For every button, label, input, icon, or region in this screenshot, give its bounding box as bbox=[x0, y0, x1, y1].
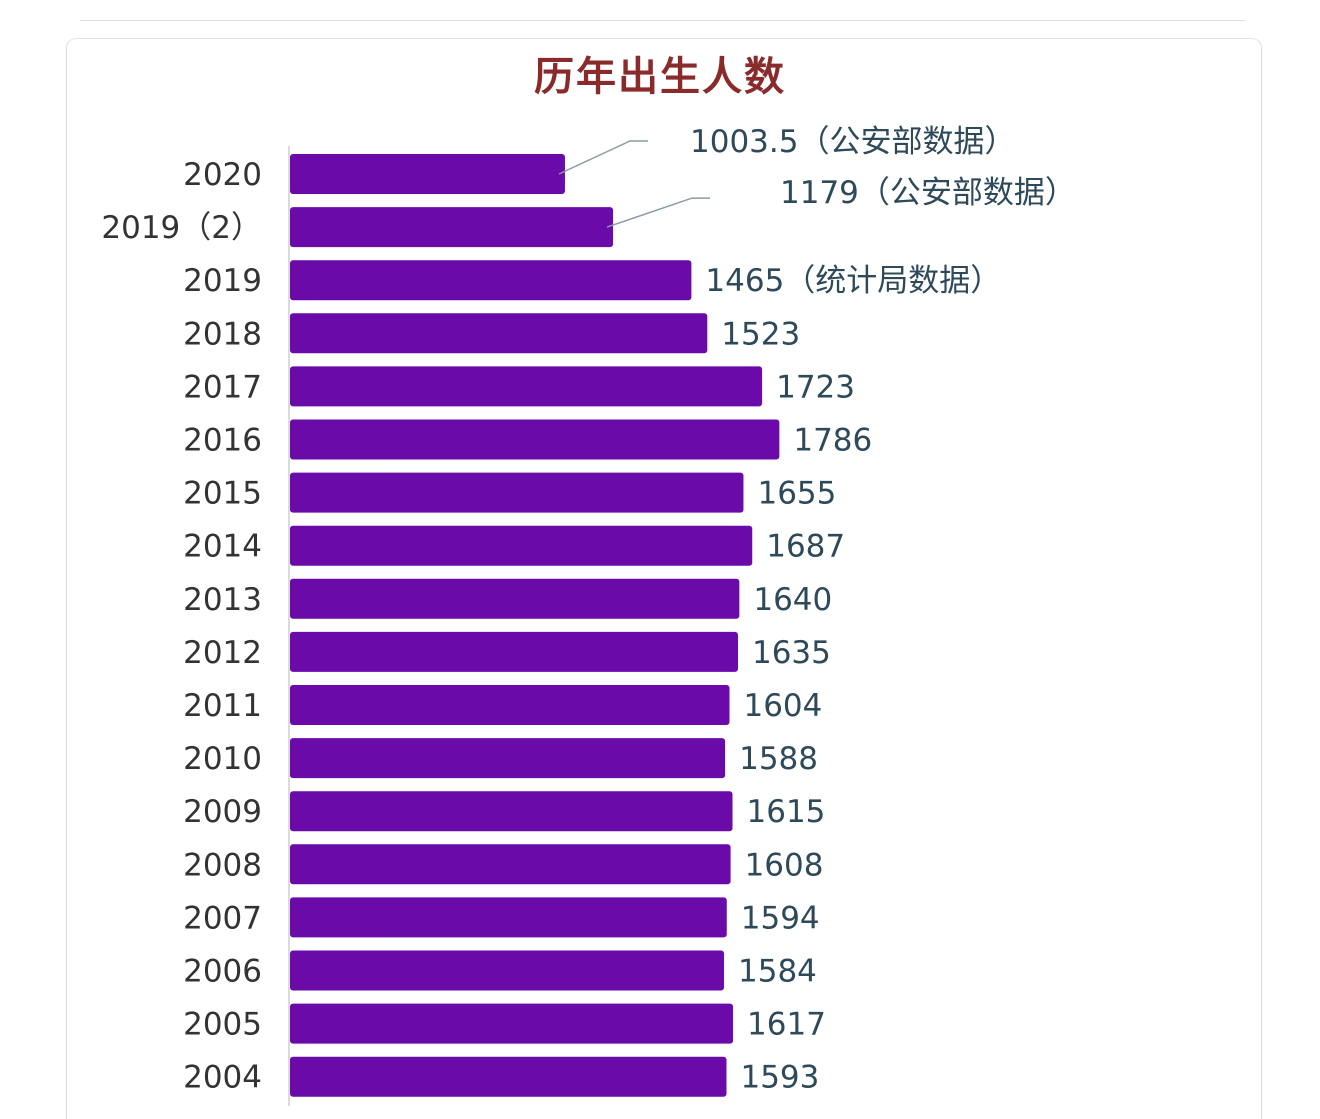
data-label: 1655 bbox=[757, 476, 836, 512]
bar-2013 bbox=[290, 578, 740, 619]
tick-label: 2005 bbox=[183, 1007, 262, 1043]
bar-2004 bbox=[290, 1056, 727, 1097]
data-label: 1640 bbox=[753, 582, 832, 618]
tick-label: 2018 bbox=[183, 316, 262, 352]
bar-2020 bbox=[290, 154, 565, 194]
bar-2008 bbox=[290, 844, 731, 885]
tick-label: 2020 bbox=[183, 157, 262, 193]
tick-label: 2013 bbox=[183, 582, 262, 618]
bar-2012 bbox=[290, 631, 738, 672]
leader-line bbox=[558, 140, 648, 175]
bar-2017 bbox=[290, 366, 763, 407]
chart-frame bbox=[66, 38, 1262, 1119]
tick-label: 2009 bbox=[183, 794, 262, 830]
bar-2007 bbox=[290, 897, 727, 938]
leader-line bbox=[606, 197, 710, 228]
data-label: 1786 bbox=[793, 423, 872, 459]
bar-2006 bbox=[290, 950, 725, 991]
bar-2011 bbox=[290, 685, 730, 725]
data-label: 1615 bbox=[747, 794, 826, 830]
data-label: 1593 bbox=[740, 1060, 819, 1096]
data-label: 1687 bbox=[766, 529, 845, 565]
data-label: 1523 bbox=[721, 316, 800, 352]
bar-2014 bbox=[290, 525, 753, 566]
tick-label: 2014 bbox=[183, 529, 262, 565]
data-label: 1584 bbox=[738, 954, 817, 990]
data-label: 1003.5（公安部数据） bbox=[690, 124, 1015, 160]
tick-label: 2017 bbox=[183, 369, 262, 405]
tick-label: 2015 bbox=[183, 476, 262, 512]
tick-label: 2008 bbox=[183, 847, 262, 883]
tick-label: 2010 bbox=[183, 741, 262, 777]
bar-2019（2） bbox=[290, 207, 614, 248]
bar-2010 bbox=[290, 738, 726, 779]
tick-label: 2006 bbox=[183, 954, 262, 990]
tick-label: 2016 bbox=[183, 423, 262, 459]
tick-label: 2019（2） bbox=[101, 210, 262, 246]
tick-label: 2019 bbox=[183, 263, 262, 299]
bar-2009 bbox=[290, 791, 733, 832]
bar-2016 bbox=[290, 419, 780, 460]
bar-2018 bbox=[290, 313, 708, 354]
tick-label: 2011 bbox=[183, 688, 262, 724]
data-label: 1594 bbox=[741, 900, 820, 936]
chart-title: 历年出生人数 bbox=[534, 53, 786, 100]
bar-2005 bbox=[290, 1003, 734, 1044]
data-label: 1608 bbox=[745, 847, 824, 883]
bar-2019 bbox=[290, 260, 692, 301]
data-label: 1635 bbox=[752, 635, 831, 671]
data-label: 1604 bbox=[743, 688, 822, 724]
tick-label: 2007 bbox=[183, 900, 262, 936]
data-label: 1179（公安部数据） bbox=[780, 175, 1076, 211]
top-divider bbox=[80, 20, 1246, 21]
data-label: 1588 bbox=[739, 741, 818, 777]
tick-label: 2004 bbox=[183, 1060, 262, 1096]
tick-label: 2012 bbox=[183, 635, 262, 671]
bar-2015 bbox=[290, 472, 744, 513]
data-label: 1465（统计局数据） bbox=[705, 263, 1001, 299]
data-label: 1617 bbox=[747, 1007, 826, 1043]
data-label: 1723 bbox=[776, 369, 855, 405]
